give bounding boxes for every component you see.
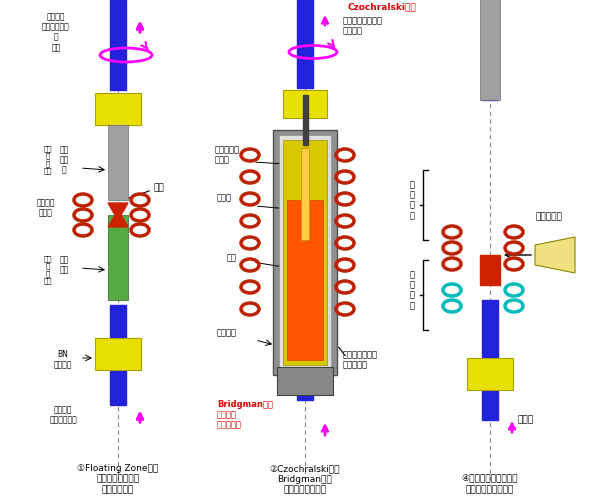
Bar (480, 0, 500, 100)
Bar (273, 130, 337, 375)
Bar (95, 338, 141, 370)
Bar (297, 0, 313, 88)
Bar (279, 135, 331, 370)
Bar (287, 200, 323, 360)
Text: 放射温度計: 放射温度計 (536, 212, 563, 221)
Polygon shape (108, 203, 128, 227)
Bar (283, 140, 327, 365)
Text: ②Czochralski方式
Bridgman方式
による単結晶作製: ②Czochralski方式 Bridgman方式 による単結晶作製 (270, 464, 340, 494)
Text: Czochralski方式: Czochralski方式 (347, 2, 416, 11)
Text: （引
下
げ
時）: （引 下 げ 時） (44, 255, 52, 284)
Text: （引
下
げ
時）: （引 下 げ 時） (44, 145, 52, 174)
Text: 処理
前原
料: 処理 前原 料 (59, 145, 68, 175)
Bar (467, 358, 513, 390)
Bar (110, 305, 126, 405)
Text: 上部下部
連動上げ下げ
＋
回転: 上部下部 連動上げ下げ ＋ 回転 (42, 12, 70, 52)
Text: モリブデン
支持棒: モリブデン 支持棒 (215, 145, 240, 164)
Text: 上部下部
連動上げ下げ: 上部下部 連動上げ下げ (49, 405, 77, 424)
Bar (95, 93, 141, 125)
Bar (303, 95, 307, 145)
Bar (108, 125, 128, 200)
Text: 上部引上げ＋回転
下部固定: 上部引上げ＋回転 下部固定 (343, 16, 383, 35)
Text: 融液: 融液 (227, 253, 237, 262)
Bar (480, 255, 500, 285)
Text: BN
ホルダー: BN ホルダー (54, 350, 72, 370)
Bar (283, 90, 327, 118)
Text: 溶解坩堝: 溶解坩堝 (217, 328, 237, 337)
Text: モリブデン容器
（発熱体）: モリブデン容器 （発熱体） (343, 350, 378, 370)
Bar (277, 367, 333, 395)
Bar (297, 305, 313, 400)
Text: 再
結
晶
前: 再 結 晶 前 (410, 270, 415, 310)
Text: 処理
後材: 処理 後材 (59, 255, 68, 274)
Bar (110, 0, 126, 90)
Bar (108, 215, 128, 300)
Bar (482, 300, 498, 420)
Text: 押上げ: 押上げ (518, 415, 534, 424)
Text: 融液: 融液 (153, 183, 163, 192)
Text: ④一方向再結晶熱処理
による組織配向制御: ④一方向再結晶熱処理 による組織配向制御 (462, 475, 518, 494)
Text: ①Floating Zone方式
による単結晶作製
及び高純度化: ①Floating Zone方式 による単結晶作製 及び高純度化 (77, 464, 159, 494)
Text: 再
結
晶
後: 再 結 晶 後 (410, 180, 415, 220)
Polygon shape (535, 237, 575, 273)
Bar (301, 148, 309, 240)
Text: Bridgman方式
上部固定
下部引下げ: Bridgman方式 上部固定 下部引下げ (217, 400, 273, 430)
Text: 種結晶: 種結晶 (217, 193, 232, 202)
Text: 誘導加熱
コイル: 誘導加熱 コイル (37, 198, 56, 218)
Bar (482, 0, 498, 100)
